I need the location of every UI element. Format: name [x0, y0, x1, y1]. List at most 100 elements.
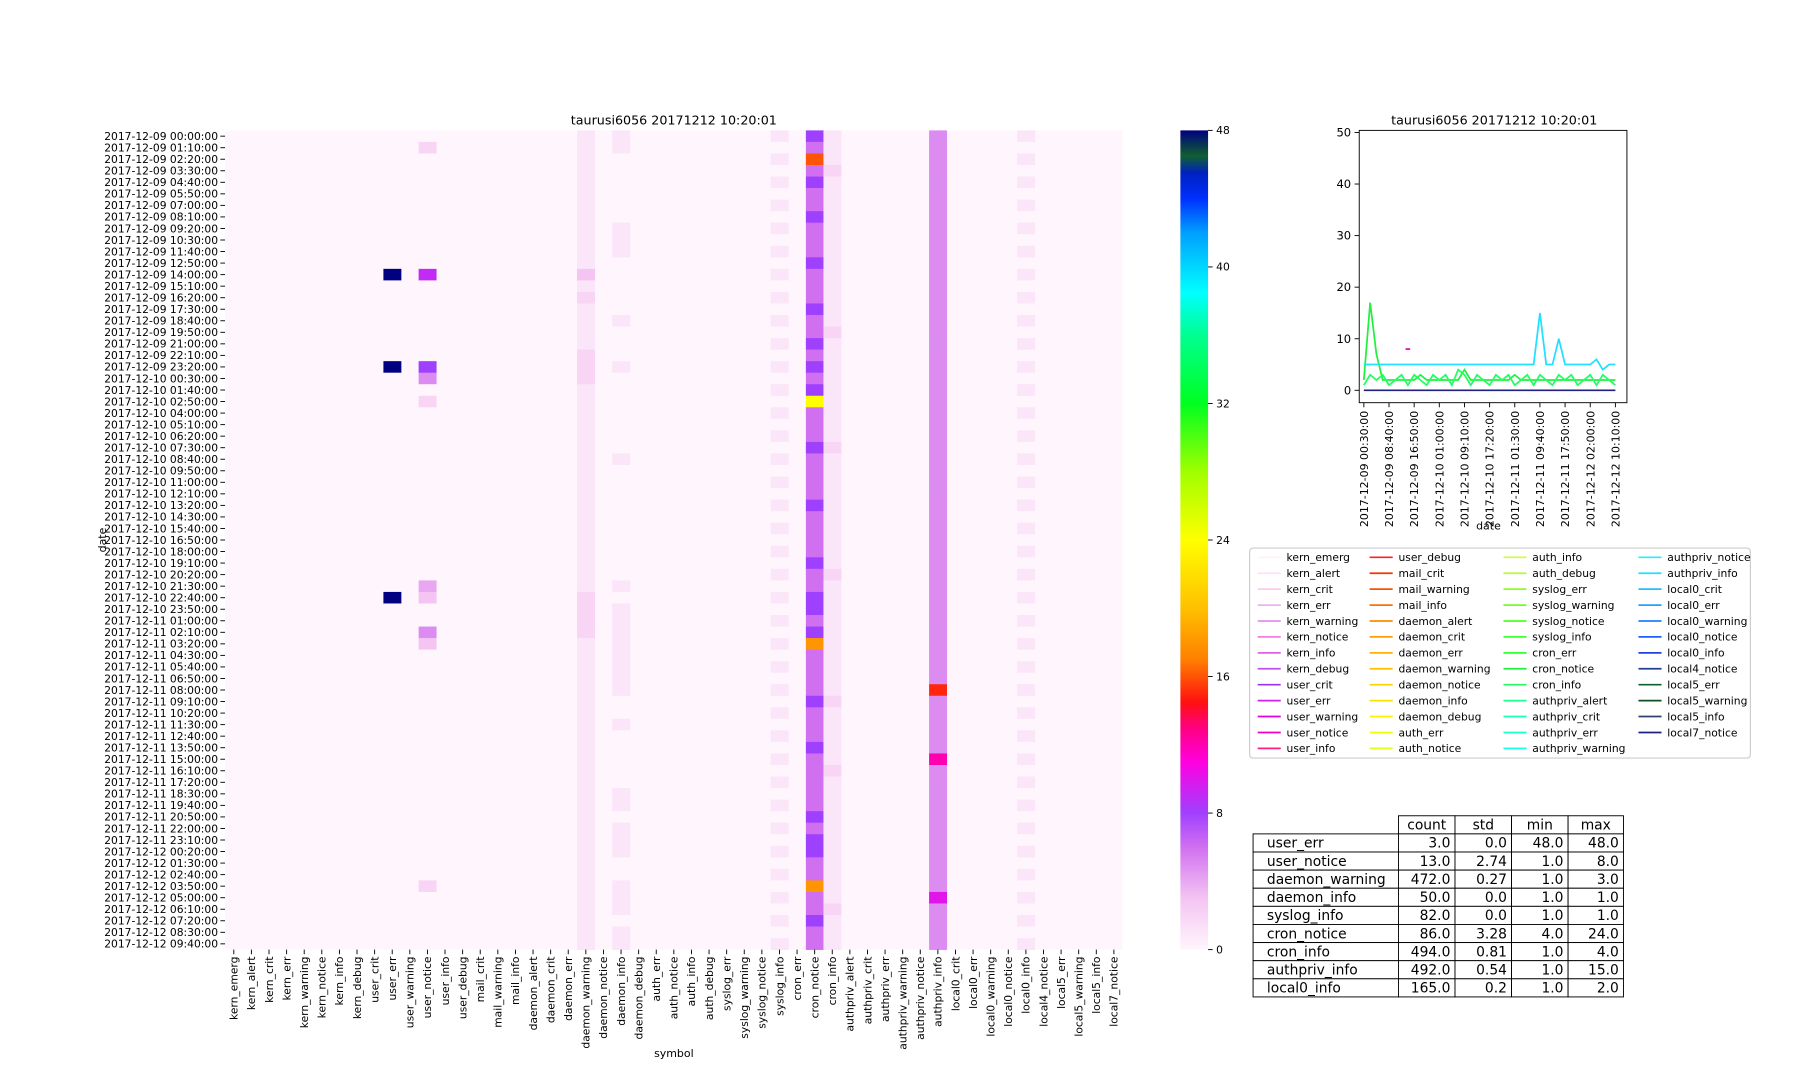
heatmap-cell [418, 799, 437, 812]
heatmap-cell [823, 707, 842, 720]
y-tick-label: 2017-12-11 11:30:00 [104, 718, 218, 731]
heatmap-cell [823, 926, 842, 939]
table-value: 1.0 [1541, 872, 1563, 888]
heatmap-cell [612, 338, 631, 350]
heatmap-cell [383, 153, 402, 166]
table-row-label: cron_notice [1267, 926, 1347, 942]
x-tick-label: user_info [439, 957, 452, 1006]
heatmap-cell [1017, 845, 1036, 858]
heatmap-cell [612, 176, 631, 189]
heatmap-cell [577, 580, 595, 593]
y-tick-label: 20 [1336, 280, 1351, 294]
heatmap-cell [1017, 661, 1036, 674]
heatmap-cell [929, 615, 948, 627]
heatmap-cell [577, 418, 595, 431]
legend-label: user_debug [1398, 551, 1461, 564]
heatmap-cell [770, 395, 789, 408]
heatmap-cell [418, 372, 437, 385]
heatmap-cell [612, 430, 631, 443]
heatmap-cell [770, 788, 789, 800]
heatmap-cell [1017, 407, 1036, 420]
legend-box [1249, 547, 1751, 759]
table-value: 0.81 [1476, 944, 1507, 960]
heatmap-cell [612, 280, 631, 293]
heatmap-cell [1017, 222, 1036, 235]
heatmap-cell [383, 857, 402, 870]
heatmap-cell [805, 141, 824, 154]
heatmap-cell [805, 753, 824, 766]
heatmap-cell [823, 199, 842, 212]
heatmap-cell [612, 741, 631, 754]
table-value: 0.0 [1485, 890, 1507, 906]
heatmap-cell [770, 649, 789, 662]
y-tick-label: 2017-12-10 04:00:00 [104, 407, 218, 420]
heatmap-cell [577, 684, 595, 697]
heatmap-cell [612, 199, 631, 212]
heatmap-cell [577, 522, 595, 535]
heatmap-cell [1017, 615, 1036, 627]
table-value: 3.0 [1597, 872, 1619, 888]
heatmap-cell [1017, 465, 1036, 477]
series-line [1363, 312, 1616, 371]
heatmap-cell [383, 315, 402, 327]
heatmap-cell [418, 418, 437, 431]
heatmap-cell [770, 938, 789, 950]
heatmap-cell [770, 626, 789, 639]
heatmap-cell [805, 222, 824, 235]
y-tick-label: 0 [1344, 383, 1351, 397]
heatmap-cell [805, 626, 824, 639]
table-value: 0.54 [1476, 963, 1507, 979]
heatmap-cell [823, 268, 842, 281]
heatmap-cell [383, 280, 402, 293]
y-tick-label: 2017-12-12 05:00:00 [104, 892, 218, 905]
heatmap-cell [1017, 903, 1036, 916]
heatmap-cell [805, 476, 824, 489]
heatmap-cell [823, 499, 842, 512]
heatmap-cell [805, 257, 824, 270]
legend-label: authpriv_info [1667, 567, 1737, 580]
heatmap-cell [770, 615, 789, 627]
heatmap-cell [418, 361, 437, 374]
heatmap-cell [612, 141, 631, 154]
heatmap-cell [418, 707, 437, 720]
heatmap-cell [805, 522, 824, 535]
x-tick-label: local0_warning [984, 957, 997, 1037]
heatmap-cell [418, 741, 437, 754]
heatmap-cell [1017, 649, 1036, 662]
heatmap-cell [770, 430, 789, 443]
heatmap-cell [418, 257, 437, 270]
heatmap-cell [805, 776, 824, 789]
heatmap-cell [418, 845, 437, 858]
x-tick-label: daemon_debug [632, 957, 645, 1040]
heatmap-cell [1017, 776, 1036, 789]
heatmap-cell [612, 188, 631, 200]
heatmap-cell [383, 326, 402, 339]
legend-label: daemon_crit [1398, 631, 1465, 644]
heatmap-cell [577, 303, 595, 316]
heatmap-cell [577, 234, 595, 247]
heatmap-cell [383, 257, 402, 270]
heatmap-cell [1017, 188, 1036, 200]
y-tick-label: 2017-12-12 01:30:00 [104, 857, 218, 870]
heatmap-cell [418, 718, 437, 731]
heatmap-cell [823, 661, 842, 674]
heatmap-cell [612, 868, 631, 881]
heatmap-cell [1017, 626, 1036, 639]
heatmap-cell [1017, 857, 1036, 870]
x-tick-label: daemon_err [562, 956, 575, 1021]
heatmap-cell [383, 776, 402, 789]
heatmap-cell [929, 188, 948, 200]
heatmap-cell [383, 291, 402, 304]
y-tick-label: 2017-12-09 09:20:00 [104, 222, 218, 235]
heatmap-cell [383, 407, 402, 420]
heatmap-cell [612, 522, 631, 535]
heatmap-cell [823, 580, 842, 593]
heatmap-cell [577, 291, 595, 304]
heatmap-cell [612, 153, 631, 166]
heatmap-cell [929, 257, 948, 270]
line-title: taurusi6056 20171212 10:20:01 [1391, 113, 1597, 128]
table-value: 1.0 [1541, 981, 1563, 997]
heatmap-cell [770, 280, 789, 293]
y-tick-label: 2017-12-10 23:50:00 [104, 603, 218, 616]
heatmap-cell [805, 291, 824, 304]
